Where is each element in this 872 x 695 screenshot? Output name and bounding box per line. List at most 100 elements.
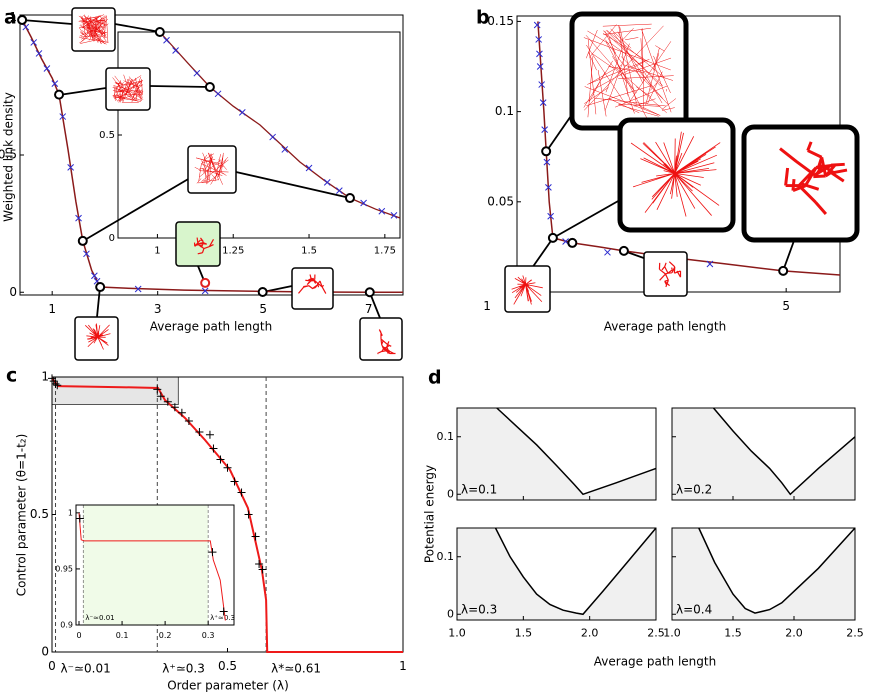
plus [244,510,253,519]
plus [237,488,246,497]
threshold-label: λ⁻≃0.01 [61,662,111,676]
network-edges [779,141,848,215]
plus [163,397,172,406]
y-axis-label: Weighted link density [2,92,16,222]
plot-frame [456,527,657,621]
plus [53,381,62,390]
x-axis-label: Average path length [150,320,272,334]
cross [22,23,30,31]
cross [269,133,276,141]
series-line [78,512,226,621]
cross [172,47,179,54]
network-edges [630,131,721,217]
basin-region [672,408,855,495]
y-tick-label: 1 [9,10,17,24]
x-tick-label: 1.0 [448,626,466,639]
plus [219,607,228,616]
connector [82,177,191,242]
cross [390,211,398,219]
potential-curve [494,527,657,616]
threshold-label: λ⁺≃0.3 [210,614,235,622]
point [257,286,268,297]
connector [552,195,628,239]
point [200,277,211,288]
cross [214,90,222,98]
threshold-label: λ⁻≃0.01 [85,614,114,622]
network-edges [84,323,111,350]
x-tick-label: 5 [782,299,790,313]
network-edges [78,14,109,45]
cross [536,63,544,70]
threshold-label: λ*≃0.61 [271,662,321,676]
potential-curve [698,527,856,614]
x-tick-label: 0.5 [218,659,237,673]
connector [149,85,211,88]
plus [258,565,267,574]
cross [533,21,541,29]
cross [238,108,246,116]
cross [547,212,554,220]
threshold-label: λ⁺≃0.3 [162,662,205,676]
network-edges [298,274,327,294]
cross [535,36,543,43]
plot-frame [75,504,235,626]
x-tick-label: 1 [48,302,56,316]
cross [336,187,343,194]
plot-frame [671,407,856,501]
point [95,282,106,293]
connector [21,19,73,25]
connector [369,292,381,319]
y-tick-label: 0 [447,487,454,500]
series-line [51,377,403,653]
subplot-label: λ=0.4 [676,603,712,617]
x-tick-label: 3 [154,302,162,316]
y-tick-label: 0.1 [437,430,455,443]
cross [378,207,386,215]
x-tick-label: 1.25 [222,246,244,257]
panel-letter: c [6,365,17,387]
network-edges [377,329,396,355]
cross [604,248,611,256]
point [344,193,355,204]
cross [83,250,90,258]
plus [153,385,162,394]
x-axis-label: Order parameter (λ) [167,679,289,693]
plus [251,532,260,541]
basin-region [672,528,855,614]
plus [223,463,232,472]
cross [545,184,552,191]
point [17,14,28,25]
y-tick-label: 0.95 [55,564,73,573]
cross [539,99,547,106]
y-tick-label: 0.5 [0,148,17,162]
cross [538,81,546,88]
x-tick-label: 5 [259,302,267,316]
x-tick-label: 2.0 [785,626,803,639]
x-tick-label: 1 [483,299,491,313]
point [154,27,165,37]
cross [35,50,43,57]
plot-frame [671,527,856,621]
point [547,232,558,243]
cross [360,199,367,207]
cross [536,50,543,58]
plot-frame [117,31,401,239]
cross [30,39,38,46]
network-thumbnail [187,145,237,194]
x-tick-label: 1 [154,246,160,257]
cross [281,146,289,153]
connector [114,23,161,33]
plus [156,392,165,401]
point [567,237,578,248]
point [77,235,88,246]
network-edges [112,74,144,103]
plus [216,455,225,464]
plus [205,430,214,439]
y-tick-label: 0 [9,285,17,299]
y-axis-label: Control parameter (θ=1-t₂) [15,434,29,597]
plus [208,548,217,557]
y-tick-label: 0 [41,645,49,659]
cross [43,65,51,72]
cross [59,113,67,120]
